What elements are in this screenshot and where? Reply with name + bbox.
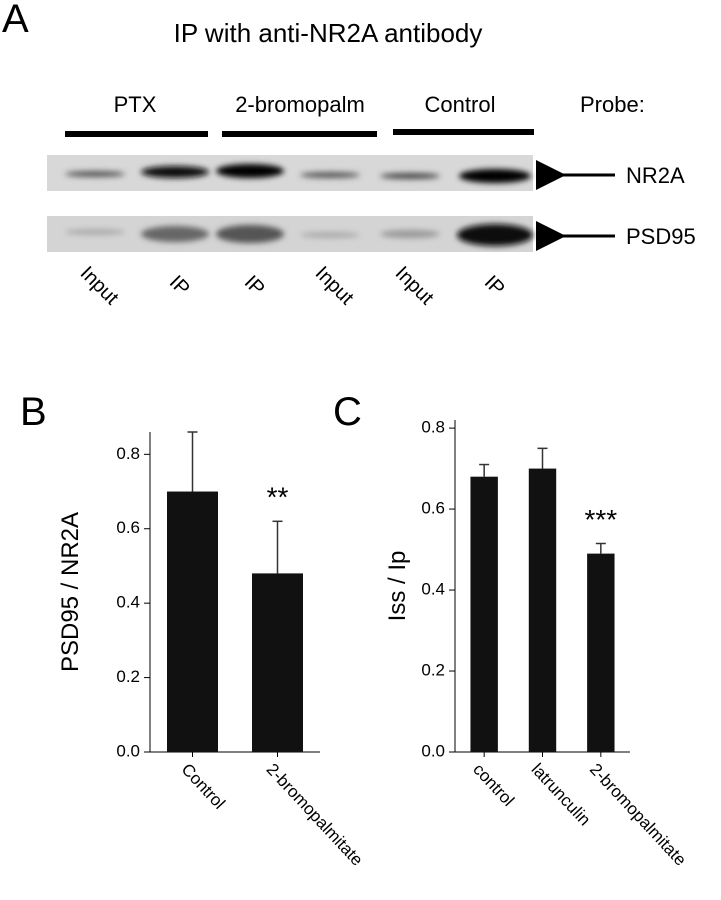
bar xyxy=(167,491,218,752)
group-bar xyxy=(222,131,377,137)
probe-label: Probe: xyxy=(580,92,645,117)
lane-label: Input xyxy=(391,262,438,309)
y-axis-title: Iss / Ip xyxy=(384,551,411,622)
y-tick-label: 0.0 xyxy=(116,741,140,760)
bar xyxy=(470,476,498,752)
y-tick-label: 0.2 xyxy=(421,661,445,680)
y-tick-label: 0.4 xyxy=(116,593,140,612)
bar xyxy=(587,553,615,752)
blot xyxy=(47,155,533,191)
x-tick-label: latrunculin xyxy=(528,760,595,830)
panel-title: IP with anti-NR2A antibody xyxy=(174,18,483,48)
chart: B PSD95 / NR2A 0.0 0.2 0.4 0.6 0.8 Control 2-bro… xyxy=(20,390,367,869)
lane-label: IP xyxy=(240,271,269,300)
group-label: Control xyxy=(425,92,496,117)
y-tick-label: 0.8 xyxy=(421,418,445,437)
probe-name: NR2A xyxy=(626,163,685,188)
group-bar xyxy=(393,129,534,135)
panel-a: A IP with anti-NR2A antibody PTX 2-bromo… xyxy=(2,0,696,310)
panel-letter: B xyxy=(20,390,47,434)
group-label: PTX xyxy=(114,92,157,117)
x-tick-label: Control xyxy=(178,760,229,813)
lane-labels: Input IP IP Input Input IP xyxy=(76,262,509,309)
panel-letter: A xyxy=(2,0,29,41)
x-tick-label: 2-bromopalmitate xyxy=(263,760,367,870)
lane-label: Input xyxy=(311,262,358,309)
y-tick-label: 0.8 xyxy=(116,444,140,463)
y-tick-label: 0.0 xyxy=(421,741,445,760)
blot xyxy=(47,216,533,252)
x-tick-label: 2-bromopalmitate xyxy=(586,760,690,870)
probe-name: PSD95 xyxy=(626,224,696,249)
y-tick-label: 0.2 xyxy=(116,667,140,686)
y-tick-label: 0.6 xyxy=(116,518,140,537)
lane-label: IP xyxy=(480,271,509,300)
chart: C Iss / Ip 0.0 0.2 0.4 0.6 0.8 control latruncul… xyxy=(333,390,690,869)
y-axis-title: PSD95 / NR2A xyxy=(57,512,84,672)
group-bar xyxy=(65,131,208,137)
lane-label: IP xyxy=(165,271,194,300)
bar xyxy=(252,573,303,752)
panel-letter: C xyxy=(333,390,362,434)
bar xyxy=(528,468,557,752)
bands xyxy=(65,164,533,246)
significance: *** xyxy=(584,504,617,535)
y-tick-label: 0.4 xyxy=(421,580,445,599)
group-label: 2-bromopalm xyxy=(235,92,365,117)
y-tick-label: 0.6 xyxy=(421,499,445,518)
lane-label: Input xyxy=(76,262,123,309)
x-tick-label: control xyxy=(469,760,518,810)
significance: ** xyxy=(267,482,289,513)
